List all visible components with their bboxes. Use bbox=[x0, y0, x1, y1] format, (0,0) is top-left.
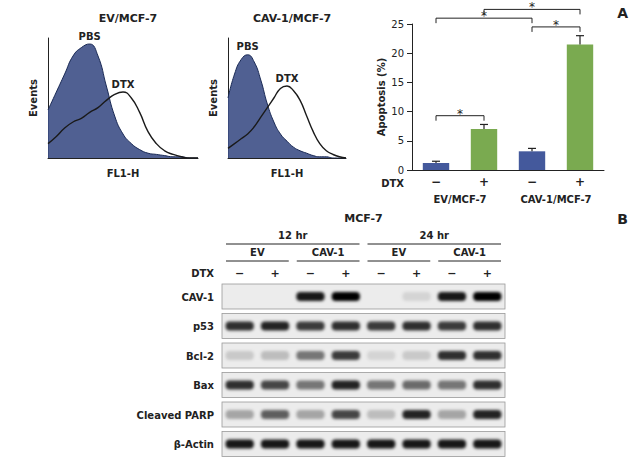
svg-text:5: 5 bbox=[398, 135, 404, 146]
svg-text:CAV-1: CAV-1 bbox=[312, 247, 345, 258]
svg-text:0: 0 bbox=[398, 165, 404, 176]
svg-text:*: * bbox=[457, 107, 463, 121]
svg-text:PBS: PBS bbox=[237, 41, 259, 52]
svg-text:DTX: DTX bbox=[276, 73, 299, 84]
svg-text:CAV-1: CAV-1 bbox=[453, 247, 486, 258]
svg-text:Events: Events bbox=[208, 79, 219, 117]
svg-text:−: − bbox=[447, 267, 456, 280]
svg-text:Bcl-2: Bcl-2 bbox=[186, 351, 214, 362]
svg-text:15: 15 bbox=[391, 77, 404, 88]
svg-text:DTX: DTX bbox=[381, 178, 404, 189]
svg-text:p53: p53 bbox=[193, 321, 214, 332]
svg-text:DTX: DTX bbox=[112, 79, 135, 90]
svg-text:FL1-H: FL1-H bbox=[107, 168, 140, 179]
svg-text:CAV-1/MCF-7: CAV-1/MCF-7 bbox=[253, 12, 331, 25]
svg-text:−: − bbox=[377, 267, 386, 280]
svg-text:−: − bbox=[527, 175, 537, 189]
svg-text:EV: EV bbox=[250, 247, 265, 258]
svg-text:PBS: PBS bbox=[79, 31, 101, 42]
svg-text:β-Actin: β-Actin bbox=[174, 439, 214, 450]
svg-text:EV/MCF-7: EV/MCF-7 bbox=[433, 194, 486, 205]
svg-text:EV: EV bbox=[392, 247, 407, 258]
svg-text:Apoptosis (%): Apoptosis (%) bbox=[376, 58, 387, 137]
svg-text:−: − bbox=[306, 267, 315, 280]
svg-text:+: + bbox=[479, 175, 489, 189]
svg-text:25: 25 bbox=[391, 19, 404, 30]
svg-text:20: 20 bbox=[391, 48, 404, 59]
svg-text:*: * bbox=[553, 18, 559, 32]
svg-text:FL1-H: FL1-H bbox=[271, 168, 304, 179]
svg-text:EV/MCF-7: EV/MCF-7 bbox=[99, 12, 157, 25]
svg-text:B: B bbox=[617, 211, 628, 227]
svg-text:CAV-1/MCF-7: CAV-1/MCF-7 bbox=[520, 194, 591, 205]
svg-text:*: * bbox=[481, 9, 487, 23]
svg-text:−: − bbox=[235, 267, 244, 280]
svg-text:24 hr: 24 hr bbox=[420, 230, 450, 241]
svg-text:+: + bbox=[270, 267, 279, 280]
svg-text:+: + bbox=[412, 267, 421, 280]
svg-text:−: − bbox=[431, 175, 441, 189]
svg-text:10: 10 bbox=[391, 106, 404, 117]
svg-text:Cleaved PARP: Cleaved PARP bbox=[137, 410, 214, 421]
svg-text:12 hr: 12 hr bbox=[278, 230, 308, 241]
svg-text:Events: Events bbox=[28, 79, 39, 117]
svg-text:+: + bbox=[575, 175, 585, 189]
svg-text:CAV-1: CAV-1 bbox=[181, 292, 214, 303]
svg-text:+: + bbox=[483, 267, 492, 280]
svg-text:+: + bbox=[341, 267, 350, 280]
svg-text:A: A bbox=[617, 5, 628, 21]
svg-text:*: * bbox=[529, 0, 535, 14]
svg-text:DTX: DTX bbox=[191, 268, 214, 279]
svg-text:Bax: Bax bbox=[193, 380, 214, 391]
svg-text:MCF-7: MCF-7 bbox=[344, 212, 382, 225]
